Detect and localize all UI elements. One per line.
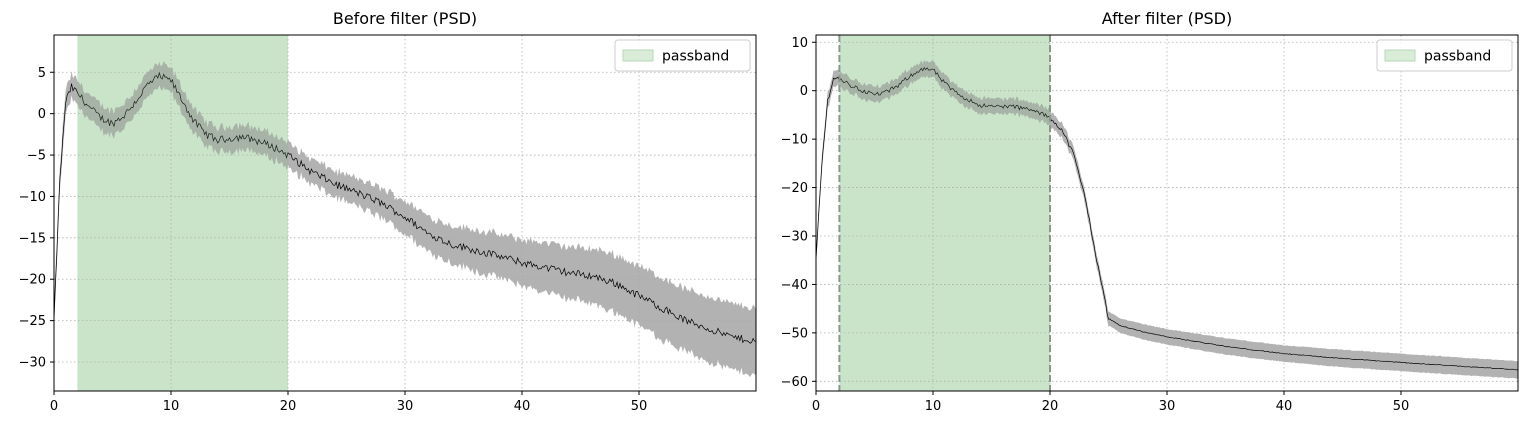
- y-tick-label: −10: [19, 190, 46, 205]
- y-tick-label: 5: [38, 66, 46, 81]
- legend-box: [614, 39, 751, 72]
- y-tick-label: −25: [19, 314, 46, 329]
- x-tick-label: 30: [397, 399, 414, 414]
- legend: passband: [1376, 39, 1513, 72]
- psd-mean-line: [54, 71, 756, 344]
- chart-title: Before filter (PSD): [333, 9, 477, 28]
- passband-overlay: [839, 35, 1050, 391]
- y-tick-label: 10: [791, 36, 808, 51]
- psd-mean-line: [816, 67, 1518, 371]
- x-tick-label: 10: [925, 399, 942, 414]
- x-tick-label: 40: [1276, 399, 1293, 414]
- legend-box: [1376, 39, 1513, 72]
- y-tick-label: −40: [781, 278, 808, 293]
- y-tick-label: −20: [781, 181, 808, 196]
- y-tick-label: −30: [781, 230, 808, 245]
- x-tick-label: 50: [631, 399, 648, 414]
- x-tick-label: 40: [514, 399, 531, 414]
- x-tick-label: 20: [280, 399, 297, 414]
- x-tick-label: 50: [1393, 399, 1410, 414]
- y-tick-label: −30: [19, 356, 46, 371]
- y-tick-label: 0: [38, 107, 46, 122]
- legend-label: passband: [1424, 49, 1491, 65]
- x-tick-label: 0: [50, 399, 58, 414]
- x-tick-label: 30: [1159, 399, 1176, 414]
- y-tick-label: −10: [781, 133, 808, 148]
- panel-after-filter: 0 10 20 30 40 50 10 0 −10 −20 −30 −40 −50 −60 After fi…: [781, 9, 1519, 414]
- x-tick-label: 0: [812, 399, 820, 414]
- y-tick-label: 0: [800, 84, 808, 99]
- legend: passband: [614, 39, 751, 72]
- x-tick-label: 20: [1042, 399, 1059, 414]
- chart-title: After filter (PSD): [1102, 9, 1232, 28]
- psd-std-band: [54, 61, 756, 378]
- y-tick-label: −5: [27, 149, 46, 164]
- passband-overlay: [77, 35, 289, 391]
- psd-std-band: [816, 59, 1518, 379]
- y-tick-label: −60: [781, 375, 808, 390]
- legend-swatch: [1384, 49, 1416, 62]
- legend-label: passband: [662, 49, 729, 65]
- y-tick-label: −15: [19, 231, 46, 246]
- x-tick-label: 10: [163, 399, 180, 414]
- legend-swatch: [622, 49, 654, 62]
- y-tick-label: −20: [19, 273, 46, 288]
- y-tick-label: −50: [781, 326, 808, 341]
